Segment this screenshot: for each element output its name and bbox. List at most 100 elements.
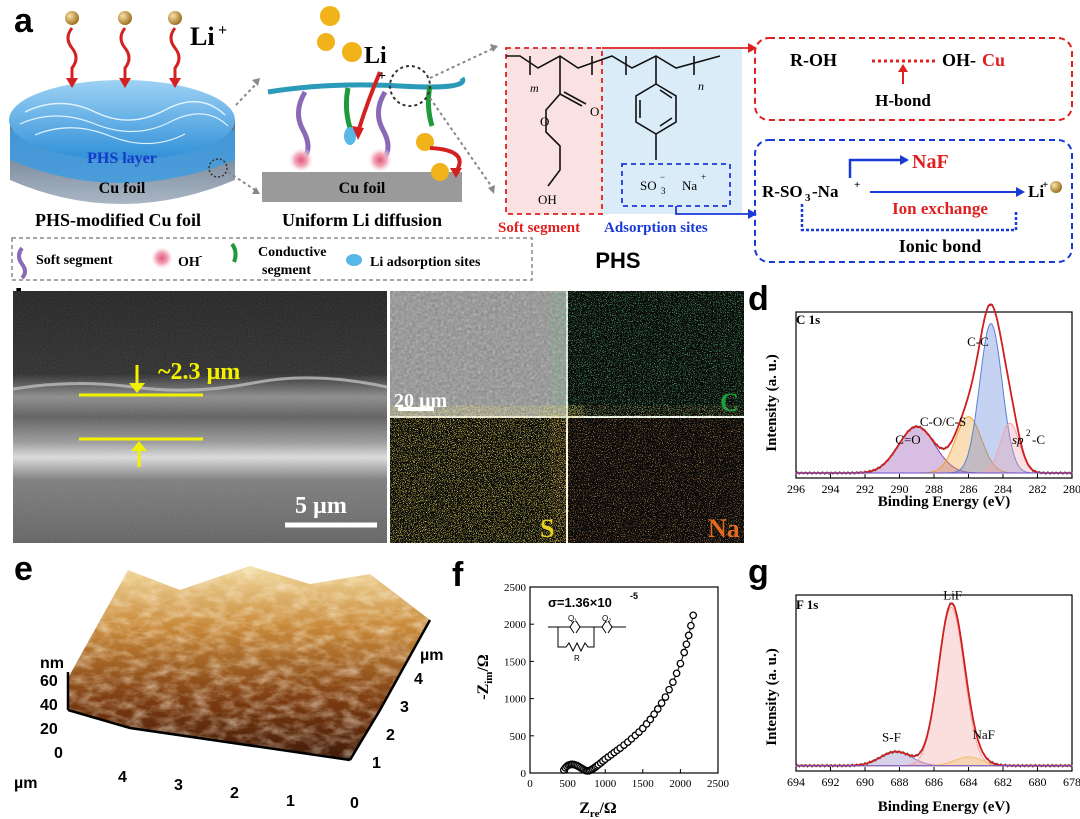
ionic-left-tail: -Na — [812, 182, 839, 201]
panel-e-afm-image: nm 60 40 20 0 µm 4 3 2 1 0 µm 4 3 2 1 — [14, 566, 443, 812]
sulfonate-sup: − — [660, 172, 665, 182]
ionic-li: Li — [1028, 182, 1044, 201]
peak-label-lif: LiF — [943, 587, 962, 602]
afm-y-unit: µm — [420, 647, 443, 664]
data-point — [657, 699, 666, 707]
data-point — [689, 611, 698, 620]
adsorption-label: Adsorption sites — [604, 220, 708, 236]
afm-y-tick-2: 2 — [386, 727, 395, 744]
map-label-na: Na — [708, 514, 740, 543]
afm-y-tick-1: 1 — [372, 755, 381, 772]
x-tick-label: 682 — [994, 775, 1012, 789]
ionic-left-sub: 3 — [805, 192, 811, 204]
x-tick-label: 282 — [1029, 482, 1047, 496]
phs-structure — [506, 55, 721, 187]
x-tick-label: 286 — [960, 482, 978, 496]
x-tick-label: 2000 — [669, 778, 692, 790]
x-tick-label: 686 — [925, 775, 943, 789]
afm-z-tick-20: 20 — [40, 721, 58, 738]
data-point — [650, 710, 658, 719]
y-tick-label: 1500 — [504, 656, 527, 668]
caption-mid: Uniform Li diffusion — [282, 210, 442, 230]
cu-foil-left-label: Cu foil — [99, 180, 146, 197]
peak-label-sp-tail: -C — [1032, 432, 1045, 447]
y-tick-label: 2000 — [504, 619, 527, 631]
ionic-bond-label: Ionic bond — [899, 236, 982, 256]
chart-g-f1s: 694 692 690 688 686 684 682 680 678 F 1s Binding… — [764, 587, 1080, 815]
circuit-q2: Q₂ — [602, 614, 611, 623]
ionic-box — [754, 139, 1073, 263]
equivalent-circuit — [548, 620, 626, 653]
afm-z-unit: nm — [40, 655, 64, 672]
ester-o2: O — [590, 104, 599, 119]
subscript-m: m — [530, 81, 539, 95]
x-tick-label: 288 — [925, 482, 943, 496]
data-point — [672, 669, 681, 678]
x-tick-label: 290 — [891, 482, 909, 496]
hbond-right-cu: Cu — [982, 50, 1005, 70]
peak-label-cc: C-C — [967, 334, 989, 349]
legend-conductive-2: segment — [262, 263, 311, 278]
ionic-left-sup: + — [854, 179, 860, 191]
li-ions-incoming — [65, 11, 182, 88]
x-tick-label: 678 — [1063, 775, 1080, 789]
legend-soft-segment: Soft segment — [36, 253, 113, 268]
x-tick-label: 500 — [559, 778, 576, 790]
x-tick-label: 284 — [994, 482, 1012, 496]
li-ion-charge: + — [218, 22, 227, 39]
chart-g-ylabel: Intensity (a. u.) — [764, 648, 780, 746]
peak-C=O — [795, 425, 1073, 474]
hbond-box — [754, 37, 1073, 121]
soft-segment-label: Soft segment — [498, 220, 580, 236]
sulfonate-sub: 3 — [661, 186, 666, 196]
li-atom-charge: + — [378, 69, 386, 84]
data-point — [682, 640, 691, 649]
peak-label-c-o: C=O — [895, 432, 920, 447]
phs-label: PHS — [595, 248, 640, 273]
afm-x-tick-2: 2 — [230, 785, 239, 802]
li-ion-label: Li — [190, 22, 215, 51]
x-tick-label: 1500 — [632, 778, 655, 790]
legend-oh-charge: - — [199, 251, 202, 262]
afm-x-tick-3: 3 — [174, 777, 183, 794]
afm-z-tick-0: 0 — [54, 745, 63, 762]
afm-y-tick-3: 3 — [400, 699, 409, 716]
hbond-left: R-OH — [790, 50, 837, 70]
data-point — [646, 715, 655, 724]
panel-label-g: g — [748, 553, 769, 591]
afm-z-tick-40: 40 — [40, 697, 58, 714]
hydroxyl: OH — [538, 192, 557, 207]
sigma-annotation-sup: -5 — [630, 591, 638, 601]
data-point — [687, 621, 695, 630]
cu-foil-mid-label: Cu foil — [339, 180, 386, 197]
x-tick-label: 2500 — [707, 778, 730, 790]
sem-scale-label: 5 µm — [295, 493, 347, 519]
map-label-c: C — [720, 388, 739, 417]
y-tick-label: 1000 — [504, 694, 527, 706]
afm-x-unit: µm — [14, 775, 37, 792]
circuit-r: R — [574, 654, 580, 663]
peak-label-sf: S-F — [882, 730, 901, 745]
data-point — [661, 693, 670, 701]
caption-left: PHS-modified Cu foil — [35, 210, 201, 230]
data-point — [669, 678, 677, 687]
sodium-sup: + — [701, 172, 706, 182]
chart-d-ylabel: Intensity (a. u.) — [764, 354, 780, 452]
afm-y-tick-4: 4 — [414, 671, 423, 688]
legend-box — [11, 237, 533, 281]
x-tick-label: 680 — [1029, 775, 1047, 789]
peak-LiF — [795, 606, 1073, 767]
thickness-label: ~2.3 µm — [158, 359, 240, 385]
panel-label-e: e — [14, 550, 33, 588]
sodium: Na — [682, 178, 697, 193]
adsorption-bg — [602, 48, 742, 214]
x-tick-label: 292 — [856, 482, 874, 496]
afm-x-tick-1: 1 — [286, 793, 295, 810]
x-tick-label: 280 — [1063, 482, 1080, 496]
sigma-annotation: σ=1.36×10 — [548, 595, 612, 610]
hbond-label: H-bond — [875, 91, 931, 110]
hbond-right-oh: OH- — [942, 50, 976, 70]
eds-scale-label: 20 µm — [394, 390, 448, 412]
phs-disc — [9, 80, 235, 204]
subscript-n: n — [698, 79, 704, 93]
